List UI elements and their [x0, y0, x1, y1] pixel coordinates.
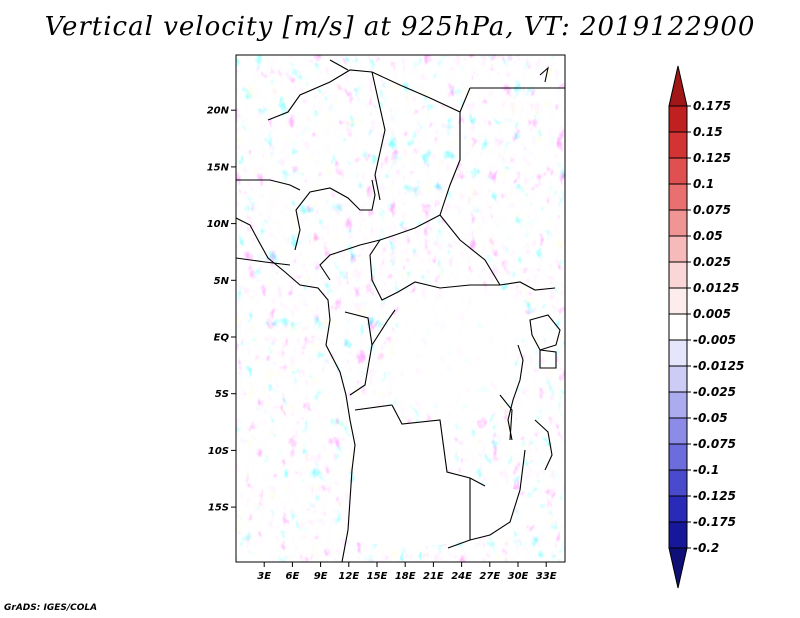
lon-tick-label: 9E — [314, 571, 328, 582]
calm-region-angola — [350, 405, 520, 545]
lat-tick-label: 10N — [207, 219, 230, 230]
colorbar-label: 0.1 — [693, 177, 714, 191]
colorbar-segment — [668, 235, 688, 263]
lakes — [507, 66, 561, 471]
colorbar-label: -0.005 — [693, 333, 736, 347]
lon-tick-label: 30E — [508, 571, 529, 582]
lat-tick-label: 20N — [207, 106, 230, 117]
lon-tick-label: 21E — [423, 571, 444, 582]
colorbar-segment — [668, 65, 688, 107]
colorbar-label: 0.075 — [693, 203, 731, 217]
chart-title: Vertical velocity [m/s] at 925hPa, VT: 2… — [44, 12, 756, 42]
colorbar-segment — [668, 443, 688, 471]
lon-tick-label: 3E — [257, 571, 271, 582]
calm-region-congo — [392, 282, 525, 420]
colorbar-label: -0.1 — [693, 463, 719, 477]
map-plot-area — [236, 55, 565, 562]
lat-tick-label: 5S — [215, 389, 229, 400]
colorbar-label: -0.025 — [693, 385, 736, 399]
colorbar-segment — [668, 261, 688, 289]
colorbar-segment — [668, 339, 688, 367]
colorbar-segment — [668, 287, 688, 315]
colorbar-segment — [668, 469, 688, 497]
colorbar-segment — [668, 547, 688, 589]
colorbar-label: 0.005 — [693, 307, 731, 321]
colorbar-segment — [668, 313, 688, 341]
colorbar-label: 0.15 — [693, 125, 723, 139]
grads-credit: GrADS: IGES/COLA — [4, 603, 98, 613]
colorbar-segment — [668, 365, 688, 393]
colorbar-segment — [668, 157, 688, 185]
lat-tick-label: 5N — [214, 276, 230, 287]
lon-tick-label: 18E — [395, 571, 416, 582]
colorbar-label: -0.2 — [693, 541, 719, 555]
colorbar-segment — [668, 495, 688, 523]
colorbar-label: -0.0125 — [693, 359, 744, 373]
colorbar-label: 0.0125 — [693, 281, 739, 295]
longitude-axis: 3E 6E 9E 12E 15E 18E 21E 24E 27E 30E 33E — [257, 562, 557, 582]
lat-tick-label: 10S — [208, 446, 229, 457]
lat-tick-label: EQ — [214, 333, 230, 344]
map-frame — [235, 54, 566, 563]
colorbar-segment — [668, 417, 688, 445]
colorbar: 0.175 0.15 0.125 0.1 0.075 0.05 0.025 0.0125 0.0… — [668, 65, 744, 589]
colorbar-segment — [668, 209, 688, 237]
country-borders — [236, 59, 565, 562]
colorbar-segment — [668, 183, 688, 211]
colorbar-label: -0.05 — [693, 411, 728, 425]
colorbar-segment — [668, 521, 688, 549]
colorbar-label: 0.125 — [693, 151, 731, 165]
colorbar-label: 0.05 — [693, 229, 723, 243]
lon-tick-label: 6E — [286, 571, 300, 582]
latitude-axis: 20N 15N 10N 5N EQ 5S 10S 15S — [207, 106, 236, 514]
colorbar-segment — [668, 105, 688, 133]
colorbar-label: 0.025 — [693, 255, 731, 269]
lon-tick-label: 15E — [367, 571, 388, 582]
colorbar-label: -0.125 — [693, 489, 736, 503]
lon-tick-label: 33E — [536, 571, 557, 582]
lon-tick-label: 24E — [451, 571, 472, 582]
colorbar-segment — [668, 391, 688, 419]
lat-tick-label: 15N — [207, 162, 230, 173]
lon-tick-label: 27E — [479, 571, 500, 582]
colorbar-label: -0.075 — [693, 437, 736, 451]
colorbar-label: 0.175 — [693, 99, 731, 113]
lat-tick-label: 15S — [208, 503, 229, 514]
colorbar-segment — [668, 131, 688, 159]
colorbar-label: -0.175 — [693, 515, 736, 529]
lon-tick-label: 12E — [338, 571, 359, 582]
